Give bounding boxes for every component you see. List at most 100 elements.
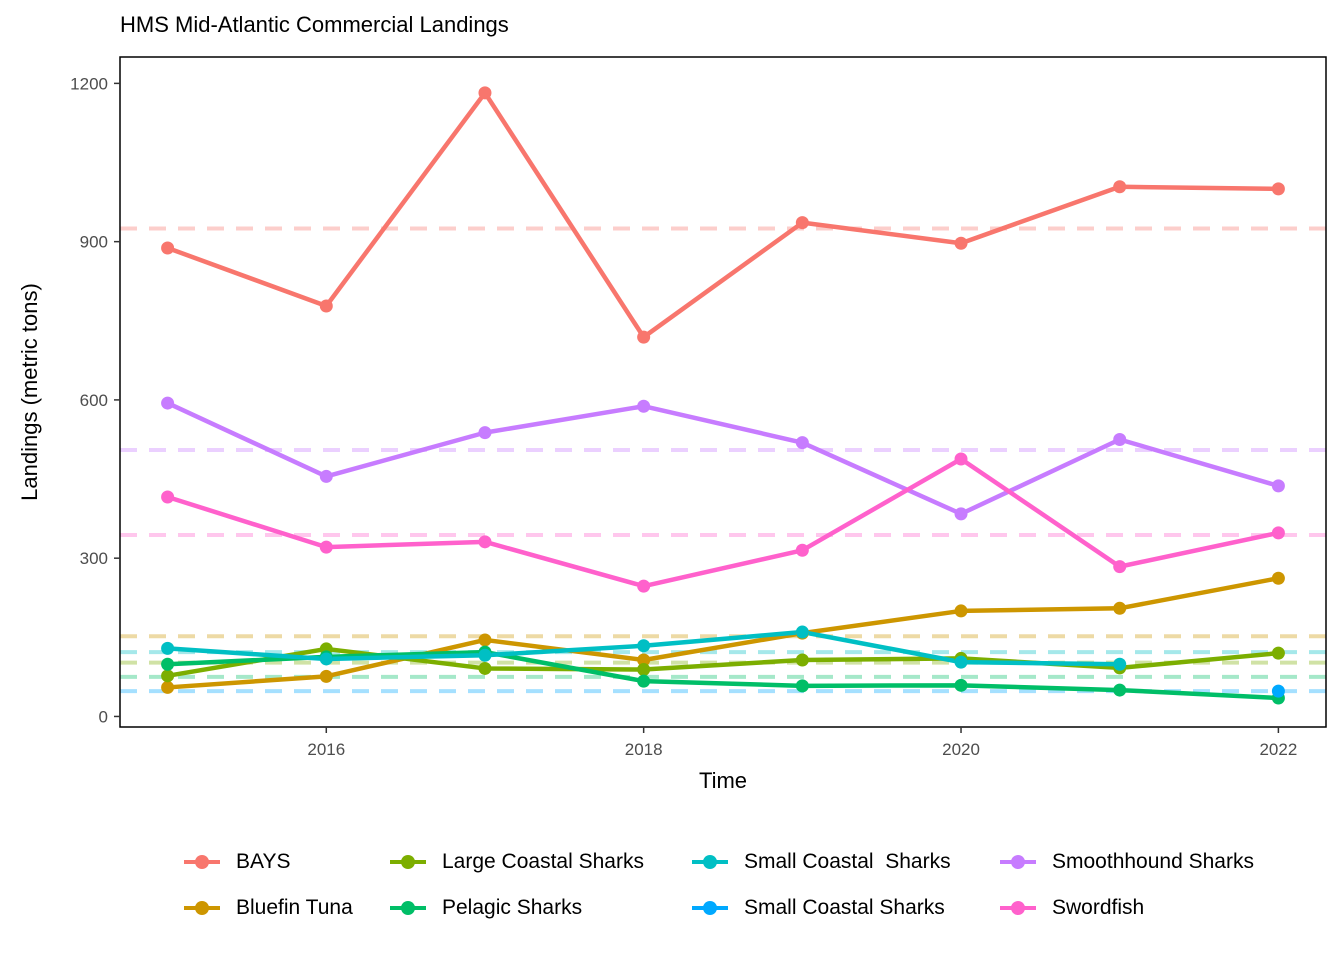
- data-point-smoothhound-sharks-6: [954, 507, 968, 521]
- data-point-pelagic-sharks-3: [161, 657, 175, 671]
- data-point-bays-0: [478, 86, 492, 100]
- legend-point-swatch: [1011, 901, 1025, 915]
- series-line-bays-0: [166, 90, 1279, 340]
- series-points: [161, 86, 1285, 705]
- data-point-swordfish-7: [795, 543, 809, 557]
- legend-point-swatch: [195, 901, 209, 915]
- data-point-pelagic-sharks-3: [954, 678, 968, 692]
- data-point-smoothhound-sharks-6: [319, 469, 333, 483]
- y-tick-label: 300: [80, 549, 108, 568]
- data-point-large-coastal-sharks-2: [1271, 646, 1285, 660]
- legend-point-swatch: [195, 855, 209, 869]
- data-point-smoothhound-sharks-6: [795, 436, 809, 450]
- legend-key-icon: [180, 842, 224, 882]
- legend-point-swatch: [401, 855, 415, 869]
- data-point-swordfish-7: [319, 540, 333, 554]
- series-line-pelagic-sharks-3: [167, 649, 1279, 701]
- legend-key-icon: [688, 842, 732, 882]
- legend-item-small-coastal-sharks-4: Small Coastal Sharks: [688, 842, 951, 882]
- y-axis: 0 300 600 900 1200: [70, 74, 120, 726]
- legend-label: Smoothhound Sharks: [1052, 850, 1254, 873]
- data-point-pelagic-sharks-3: [1113, 683, 1127, 697]
- y-tick-label: 1200: [70, 74, 108, 93]
- x-tick-label: 2022: [1259, 740, 1297, 759]
- legend-label: BAYS: [236, 850, 291, 873]
- data-point-smoothhound-sharks-6: [637, 399, 651, 413]
- data-point-bays-0: [319, 299, 333, 313]
- y-axis-title: Landings (metric tons): [17, 283, 42, 501]
- data-point-swordfish-7: [478, 535, 492, 549]
- y-tick-label: 900: [80, 233, 108, 252]
- x-axis-title: Time: [699, 768, 747, 793]
- legend-item-bays-0: BAYS: [180, 842, 290, 882]
- data-point-bluefin-tuna-1: [1271, 571, 1285, 585]
- legend-point-swatch: [1011, 855, 1025, 869]
- data-point-bays-0: [637, 330, 651, 344]
- legend-item-pelagic-sharks-3: Pelagic Sharks: [386, 888, 582, 928]
- series-line-smoothhound-sharks-6: [166, 401, 1280, 517]
- data-point-large-coastal-sharks-2: [161, 669, 175, 683]
- data-point-bluefin-tuna-1: [319, 669, 333, 683]
- data-point-smoothhound-sharks-6: [478, 426, 492, 440]
- legend-item-bluefin-tuna-1: Bluefin Tuna: [180, 888, 353, 928]
- legend-key-icon: [386, 888, 430, 928]
- data-point-bluefin-tuna-1: [1113, 601, 1127, 615]
- data-point-smoothhound-sharks-6: [1113, 432, 1127, 446]
- data-point-small-coastal-sharks-4: [161, 641, 175, 655]
- data-point-bluefin-tuna-1: [637, 653, 651, 667]
- data-point-small-coastal-sharks-4: [795, 625, 809, 639]
- data-point-small-coastal-sharks-5: [1271, 684, 1285, 698]
- data-point-bays-0: [1271, 182, 1285, 196]
- data-point-small-coastal-sharks-4: [954, 655, 968, 669]
- data-point-bluefin-tuna-1: [478, 633, 492, 647]
- y-tick-label: 0: [99, 707, 108, 726]
- x-tick-label: 2016: [307, 740, 345, 759]
- plot-panel-border: [119, 56, 1327, 728]
- data-point-bays-0: [795, 216, 809, 230]
- legend-label: Small Coastal Sharks: [744, 896, 945, 919]
- data-point-bays-0: [954, 236, 968, 250]
- chart-title: HMS Mid-Atlantic Commercial Landings: [120, 12, 509, 37]
- data-point-swordfish-7: [161, 490, 175, 504]
- data-point-bluefin-tuna-1: [161, 680, 175, 694]
- legend-key-icon: [688, 888, 732, 928]
- data-point-smoothhound-sharks-6: [1271, 479, 1285, 493]
- data-point-swordfish-7: [954, 452, 968, 466]
- legend-label: Large Coastal Sharks: [442, 850, 644, 873]
- data-point-smoothhound-sharks-6: [161, 396, 175, 410]
- series-line-large-coastal-sharks-2: [167, 646, 1279, 679]
- data-point-swordfish-7: [637, 579, 651, 593]
- legend-item-small-coastal-sharks-5: Small Coastal Sharks: [688, 888, 945, 928]
- legend-label: Pelagic Sharks: [442, 896, 583, 919]
- data-point-large-coastal-sharks-2: [478, 661, 492, 675]
- x-axis: 2016 2018 2020 2022: [307, 727, 1297, 759]
- legend-label: Bluefin Tuna: [236, 896, 353, 919]
- legend-item-swordfish-7: Swordfish: [996, 888, 1144, 928]
- x-tick-label: 2018: [625, 740, 663, 759]
- data-point-small-coastal-sharks-4: [319, 652, 333, 666]
- data-point-bluefin-tuna-1: [954, 604, 968, 618]
- legend-item-smoothhound-sharks-6: Smoothhound Sharks: [996, 842, 1254, 882]
- y-tick-label: 600: [80, 391, 108, 410]
- legend-item-large-coastal-sharks-2: Large Coastal Sharks: [386, 842, 644, 882]
- data-point-small-coastal-sharks-4: [478, 648, 492, 662]
- data-point-swordfish-7: [1113, 560, 1127, 574]
- data-point-small-coastal-sharks-4: [1113, 657, 1127, 671]
- data-point-pelagic-sharks-3: [795, 679, 809, 693]
- series-line-swordfish-7: [166, 456, 1279, 589]
- legend-label: Swordfish: [1052, 896, 1145, 919]
- data-point-large-coastal-sharks-2: [795, 653, 809, 667]
- data-point-bays-0: [161, 241, 175, 255]
- series-lines: [166, 90, 1280, 701]
- legend-point-swatch: [703, 855, 717, 869]
- legend-point-swatch: [401, 901, 415, 915]
- series-line-bluefin-tuna-1: [167, 576, 1279, 690]
- data-point-pelagic-sharks-3: [637, 674, 651, 688]
- legend-label: Small Coastal Sharks: [744, 850, 951, 873]
- legend-key-icon: [180, 888, 224, 928]
- x-tick-label: 2020: [942, 740, 980, 759]
- data-point-large-coastal-sharks-2: [637, 662, 651, 676]
- legend-point-swatch: [703, 901, 717, 915]
- data-point-small-coastal-sharks-4: [637, 639, 651, 653]
